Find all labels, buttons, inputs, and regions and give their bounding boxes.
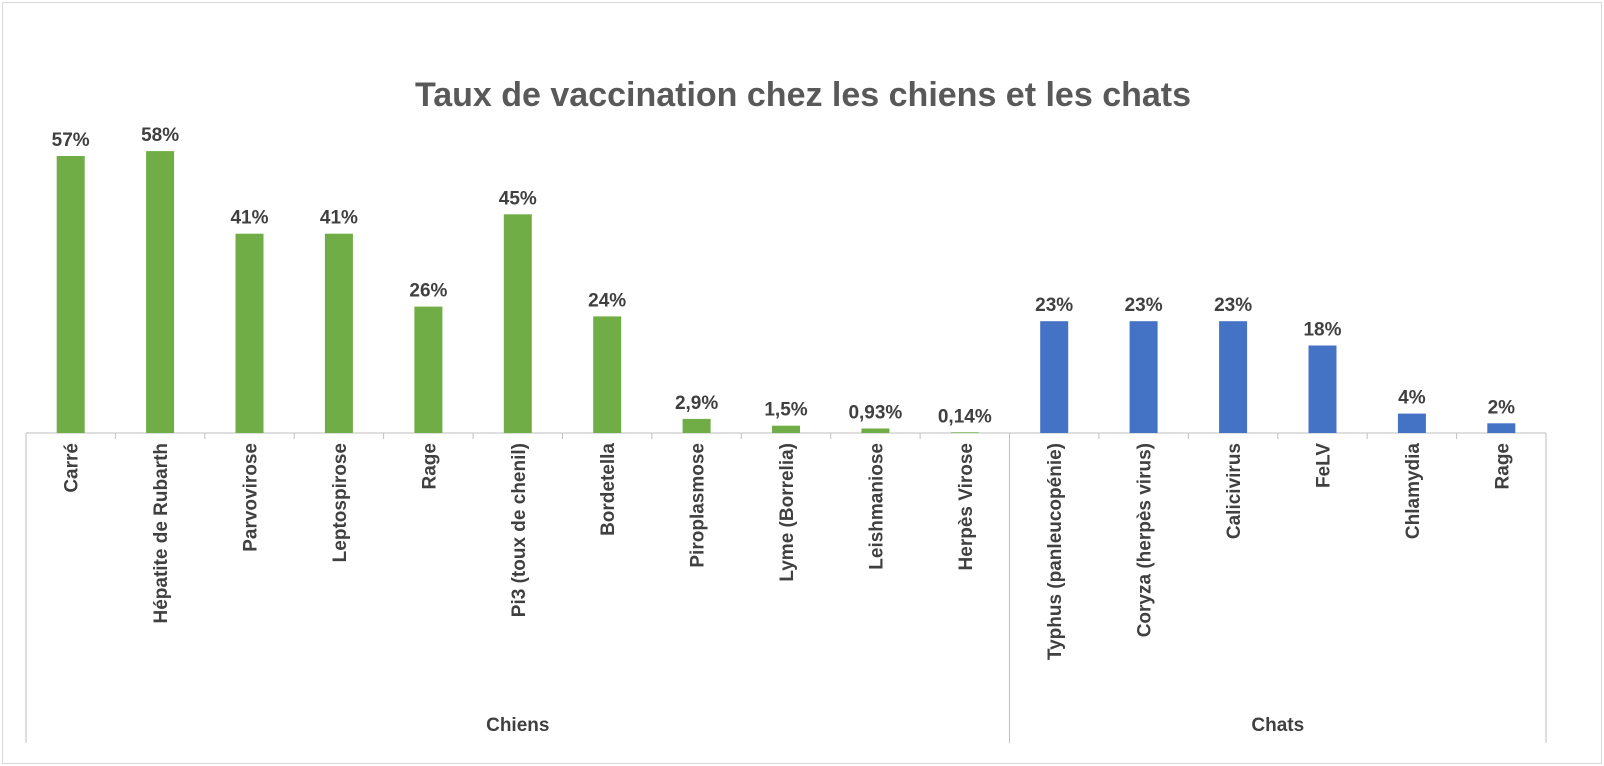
x-tick-label: Rage — [1492, 443, 1513, 489]
x-tick-label: Chlamydia — [1403, 443, 1424, 540]
bar — [56, 156, 85, 433]
bar — [1397, 413, 1426, 433]
x-tick-label: Piroplasmose — [688, 443, 709, 568]
data-label: 23% — [1125, 295, 1163, 316]
x-tick-label: Calicivirus — [1224, 443, 1245, 539]
bar — [593, 316, 622, 433]
x-tick-label: Lyme (Borrelia) — [777, 443, 798, 582]
bar — [414, 306, 443, 433]
x-tick-label: FeLV — [1314, 443, 1335, 488]
bar — [146, 151, 175, 433]
bar-chart: Taux de vaccination chez les chiens et l… — [25, 76, 1547, 743]
data-label: 57% — [52, 130, 90, 151]
x-tick-label: Pi3 (toux de chenil) — [509, 443, 530, 617]
bar — [1308, 345, 1337, 433]
group-label: Chats — [1251, 715, 1304, 736]
chart-title: Taux de vaccination chez les chiens et l… — [415, 76, 1191, 114]
data-label: 18% — [1303, 320, 1341, 341]
data-label: 23% — [1035, 295, 1073, 316]
data-label: 4% — [1398, 388, 1426, 409]
data-label: 0,14% — [938, 406, 992, 427]
bar — [1129, 321, 1158, 433]
data-label: 58% — [141, 125, 179, 146]
bar — [1487, 423, 1516, 433]
data-label: 1,5% — [764, 400, 807, 421]
data-label: 41% — [230, 208, 268, 229]
x-tick-label: Parvovirose — [241, 443, 262, 552]
bar — [324, 233, 353, 433]
x-tick-label: Bordetella — [598, 443, 619, 536]
bar — [1219, 321, 1248, 433]
data-label: 24% — [588, 290, 626, 311]
x-tick-label: Coryza (herpès virus) — [1135, 443, 1156, 637]
x-tick-label: Hépatite de Rubarth — [151, 443, 172, 624]
data-label: 41% — [320, 208, 358, 229]
x-tick-label: Typhus (panleucopénie) — [1045, 443, 1066, 660]
data-label: 0,93% — [848, 403, 902, 424]
data-label: 26% — [409, 281, 447, 302]
data-label: 2% — [1488, 397, 1516, 418]
bar — [772, 425, 800, 433]
data-label: 2,9% — [675, 393, 718, 414]
data-label: 23% — [1214, 295, 1252, 316]
bar — [682, 418, 711, 433]
bar — [235, 233, 264, 433]
x-tick-label: Leptospirose — [330, 443, 351, 562]
bar — [950, 432, 979, 433]
bar — [861, 428, 890, 433]
x-tick-label: Rage — [419, 443, 440, 489]
x-tick-label: Carré — [62, 443, 83, 493]
bar — [503, 214, 532, 433]
data-label: 45% — [499, 188, 537, 209]
group-label: Chiens — [486, 715, 549, 736]
x-tick-label: Herpès Virose — [956, 443, 977, 570]
bar — [1040, 321, 1069, 433]
x-tick-label: Leishmaniose — [866, 443, 887, 570]
chart-marks: 57% Carré 58% Hépatite de Rubarth 41% Parvovi… — [25, 125, 1547, 743]
